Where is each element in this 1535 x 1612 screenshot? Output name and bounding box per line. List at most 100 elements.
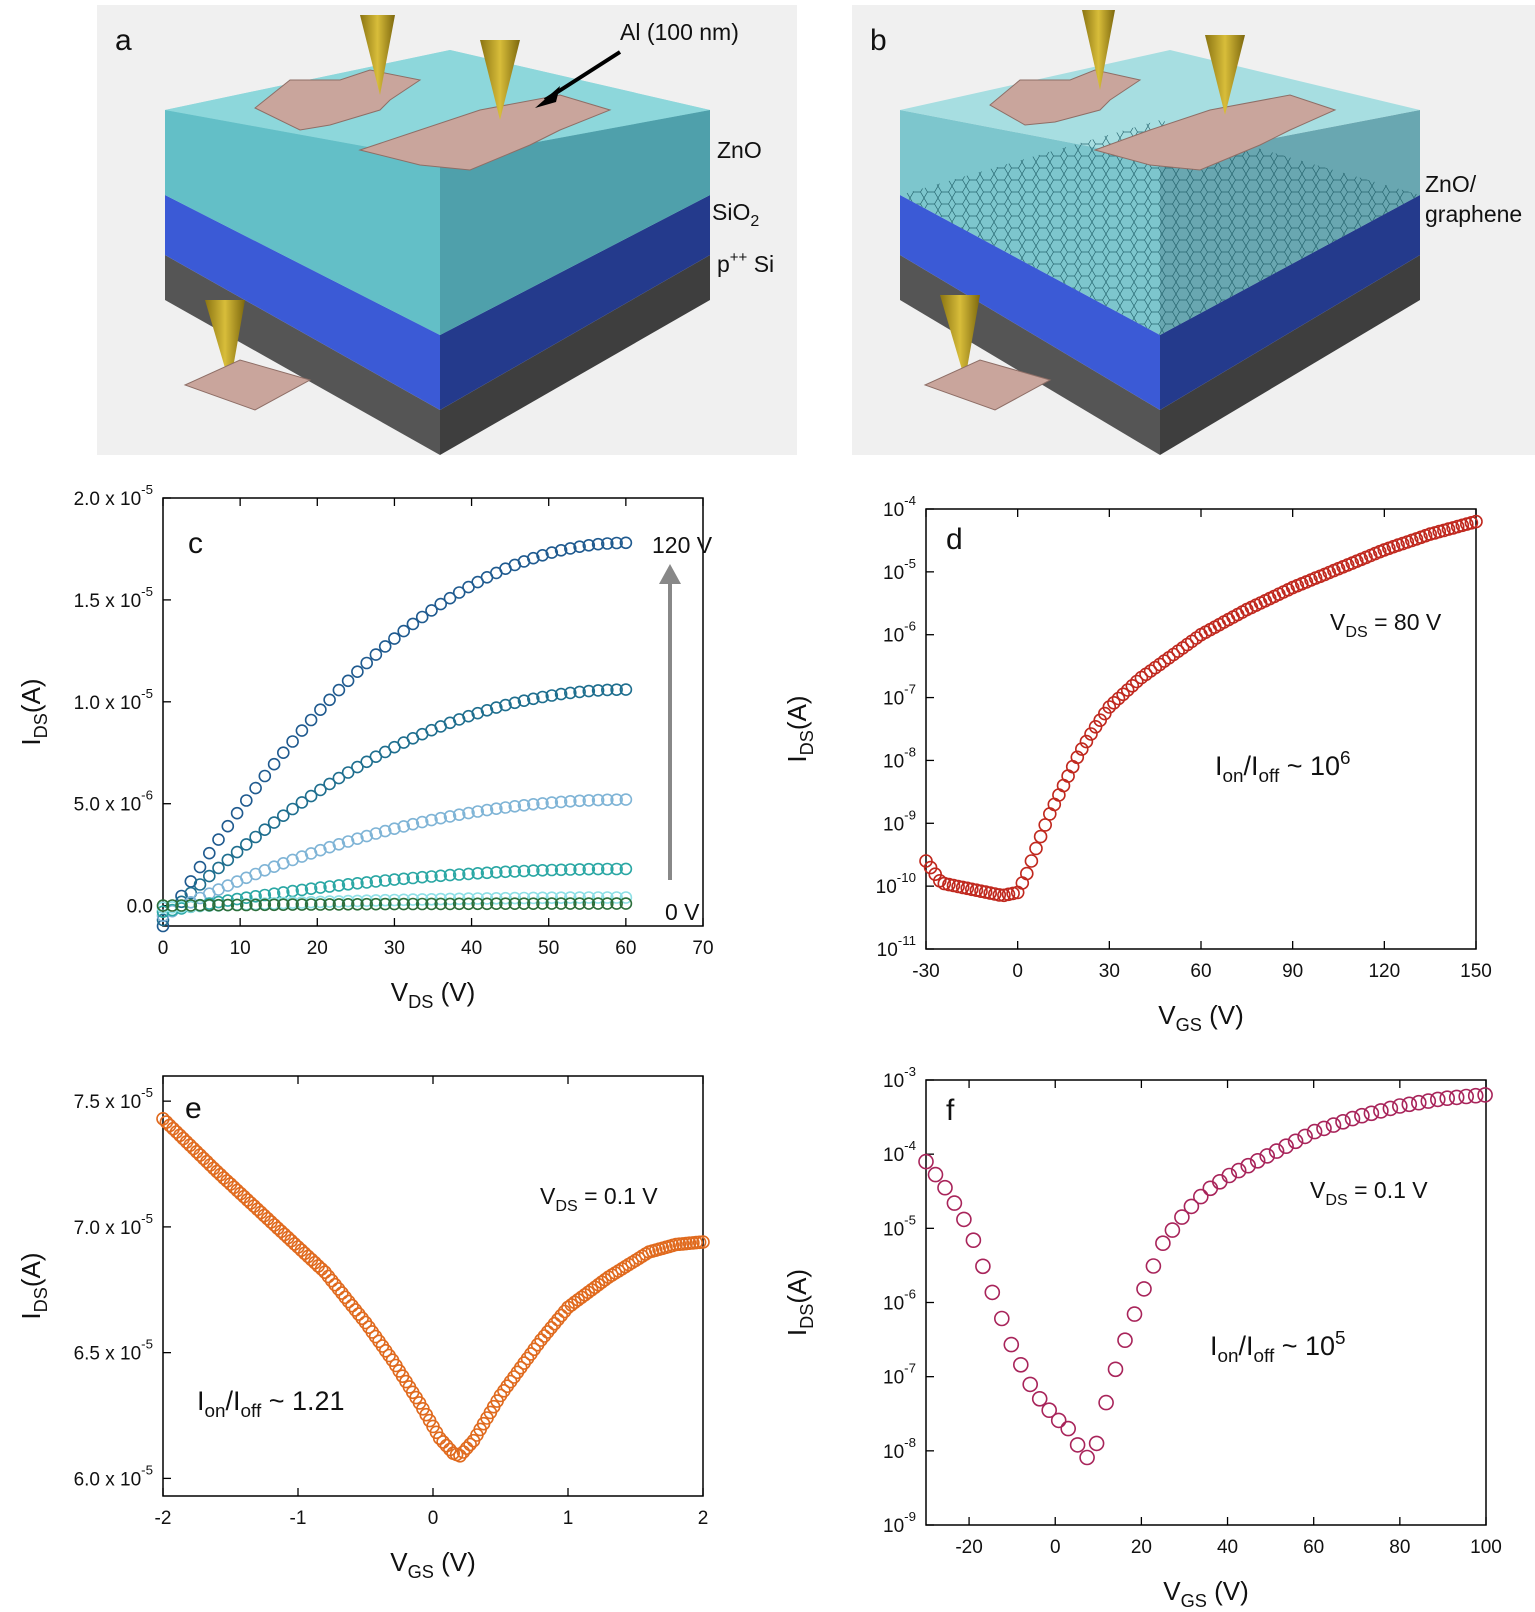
- panel-f-data-point: [1448, 1089, 1465, 1106]
- panel-c-data-point: [517, 694, 531, 708]
- panel-e-data-point: [571, 1293, 585, 1307]
- panel-f-data-point: [1420, 1093, 1437, 1109]
- panel-c-data-point: [258, 769, 272, 783]
- panel-c-data-point: [610, 793, 623, 807]
- panel-e-data-point: [554, 1308, 569, 1323]
- panel-c-data-point: [536, 891, 549, 905]
- panel-f-data-point: [1107, 1361, 1124, 1378]
- panel-c-data-point: [443, 897, 457, 911]
- panel-c-data-point: [249, 889, 262, 903]
- panel-d-data-point: [1107, 695, 1121, 710]
- panel-d-data-point: [1038, 818, 1052, 832]
- panel-f-data-point: [1467, 1087, 1484, 1104]
- panel-f-data-point: [1354, 1107, 1370, 1124]
- panel-c-data-point: [295, 796, 309, 809]
- panel-c-data-point: [323, 880, 336, 893]
- panel-c-data-point: [314, 898, 327, 911]
- panel-c-data-point: [573, 685, 586, 699]
- panel-c-data-point: [378, 824, 392, 838]
- panel-e-data-point: [345, 1298, 359, 1313]
- panel-c-data-point: [619, 793, 633, 806]
- panel-c-data-point: [499, 865, 512, 879]
- panel-c-data-point: [554, 863, 568, 877]
- panel-f-plot-frame: [925, 1079, 1487, 1526]
- panel-c-data-point: [304, 882, 318, 896]
- panel-c-data-point: [443, 591, 457, 605]
- panel-e-data-point: [632, 1251, 646, 1266]
- panel-f-data-point: [1069, 1437, 1086, 1453]
- panel-e-data-point: [314, 1262, 329, 1276]
- panel-e-data-point: [551, 1312, 565, 1327]
- panel-e-data-point: [547, 1316, 562, 1331]
- panel-f-data-point: [918, 1153, 934, 1170]
- panel-c-data-point: [295, 883, 309, 897]
- panel-b-device-illustration: b ZnO/ graphene: [852, 5, 1535, 455]
- panel-c-data-point: [332, 898, 346, 911]
- panel-f-x-tick-label: 80: [1389, 1537, 1410, 1558]
- panel-e-data-point: [534, 1333, 548, 1347]
- panel-f-data-point: [1344, 1110, 1361, 1127]
- panel-f-data-point: [1392, 1098, 1408, 1114]
- panel-c-data-point: [360, 897, 374, 911]
- panel-c-data-point: [517, 864, 531, 878]
- panel-e-data-point: [611, 1264, 626, 1278]
- panel-c-data-point: [517, 891, 531, 905]
- panel-c-data-point: [545, 863, 559, 877]
- panel-c-data-point: [517, 897, 531, 911]
- panel-d-y-tick-label: 10-10: [876, 870, 916, 898]
- panel-f-data-point: [1306, 1123, 1323, 1140]
- panel-e-data-point: [544, 1321, 558, 1335]
- panel-c-data-point: [536, 863, 549, 877]
- panel-f-data-point: [1382, 1100, 1399, 1117]
- panel-f-y-axis-label: IDS(A): [782, 1269, 817, 1336]
- panel-f-data-point: [1098, 1394, 1114, 1411]
- panel-c-data-point: [452, 808, 466, 822]
- panel-a-device-illustration: a Al (100 nm) ZnO SiO2 p++ Si: [97, 5, 797, 455]
- panel-f-data-point: [1050, 1412, 1067, 1429]
- panel-c-data-point: [434, 897, 448, 911]
- panel-c-data-point: [295, 898, 309, 911]
- panel-c-data-point: [397, 872, 411, 886]
- panel-f-data-point: [1022, 1376, 1038, 1393]
- panel-f-x-tick-label: 20: [1131, 1537, 1152, 1558]
- panel-f-data-point: [1079, 1449, 1095, 1466]
- panel-f-data-point: [937, 1179, 953, 1196]
- panel-c-data-point: [526, 692, 540, 706]
- panel-c-y-tick-label: 1.0 x 10-5: [74, 686, 153, 714]
- panel-e-x-tick-label: -1: [290, 1508, 307, 1529]
- panel-c-data-point: [249, 781, 262, 795]
- panel-c-data-point: [610, 897, 623, 910]
- panel-c-x-tick-label: 0: [158, 938, 169, 959]
- panel-c-data-point: [332, 879, 346, 892]
- panel-c-data-point: [240, 898, 253, 912]
- panel-f-data-point: [1249, 1153, 1266, 1169]
- panel-e-data-point: [567, 1295, 582, 1310]
- panel-d-data-point: [974, 884, 988, 899]
- panel-c-data-point: [573, 897, 586, 910]
- panel-f-data-point: [1268, 1143, 1285, 1159]
- panel-c-label: c: [188, 527, 203, 560]
- panel-d-label: d: [946, 523, 963, 556]
- panel-c-data-point: [434, 869, 448, 883]
- panel-c-data-point: [332, 771, 346, 785]
- panel-e-data-point: [186, 1141, 201, 1156]
- panel-f-data-point: [1373, 1103, 1389, 1119]
- panel-c-data-point: [508, 897, 522, 911]
- panel-f-data-point: [1458, 1088, 1474, 1105]
- panel-c-data-point: [341, 897, 355, 911]
- panel-c-data-point: [554, 891, 568, 905]
- panel-c-data-point: [388, 822, 401, 836]
- panel-d-y-tick-label: 10-7: [883, 682, 916, 710]
- panel-c-data-point: [600, 897, 614, 910]
- panel-d-vds-annotation: VDS = 80 V: [1330, 609, 1442, 641]
- panel-c-data-point: [545, 891, 559, 905]
- panel-c-y-axis-label: IDS(A): [16, 678, 51, 745]
- panel-c-data-point: [573, 794, 586, 808]
- panel-e-data-point: [605, 1268, 619, 1282]
- panel-c-data-point: [582, 794, 596, 807]
- panel-f-data-point: [1240, 1157, 1256, 1174]
- panel-e-data-point: [203, 1158, 217, 1172]
- panel-d-transfer-chart: -30 0 30 60 90 120 150 10-4 10-5 10-6 10-7 10-8 10-9…: [782, 493, 1492, 1035]
- panel-c-data-point: [193, 860, 207, 874]
- panel-c-data-point: [341, 674, 355, 688]
